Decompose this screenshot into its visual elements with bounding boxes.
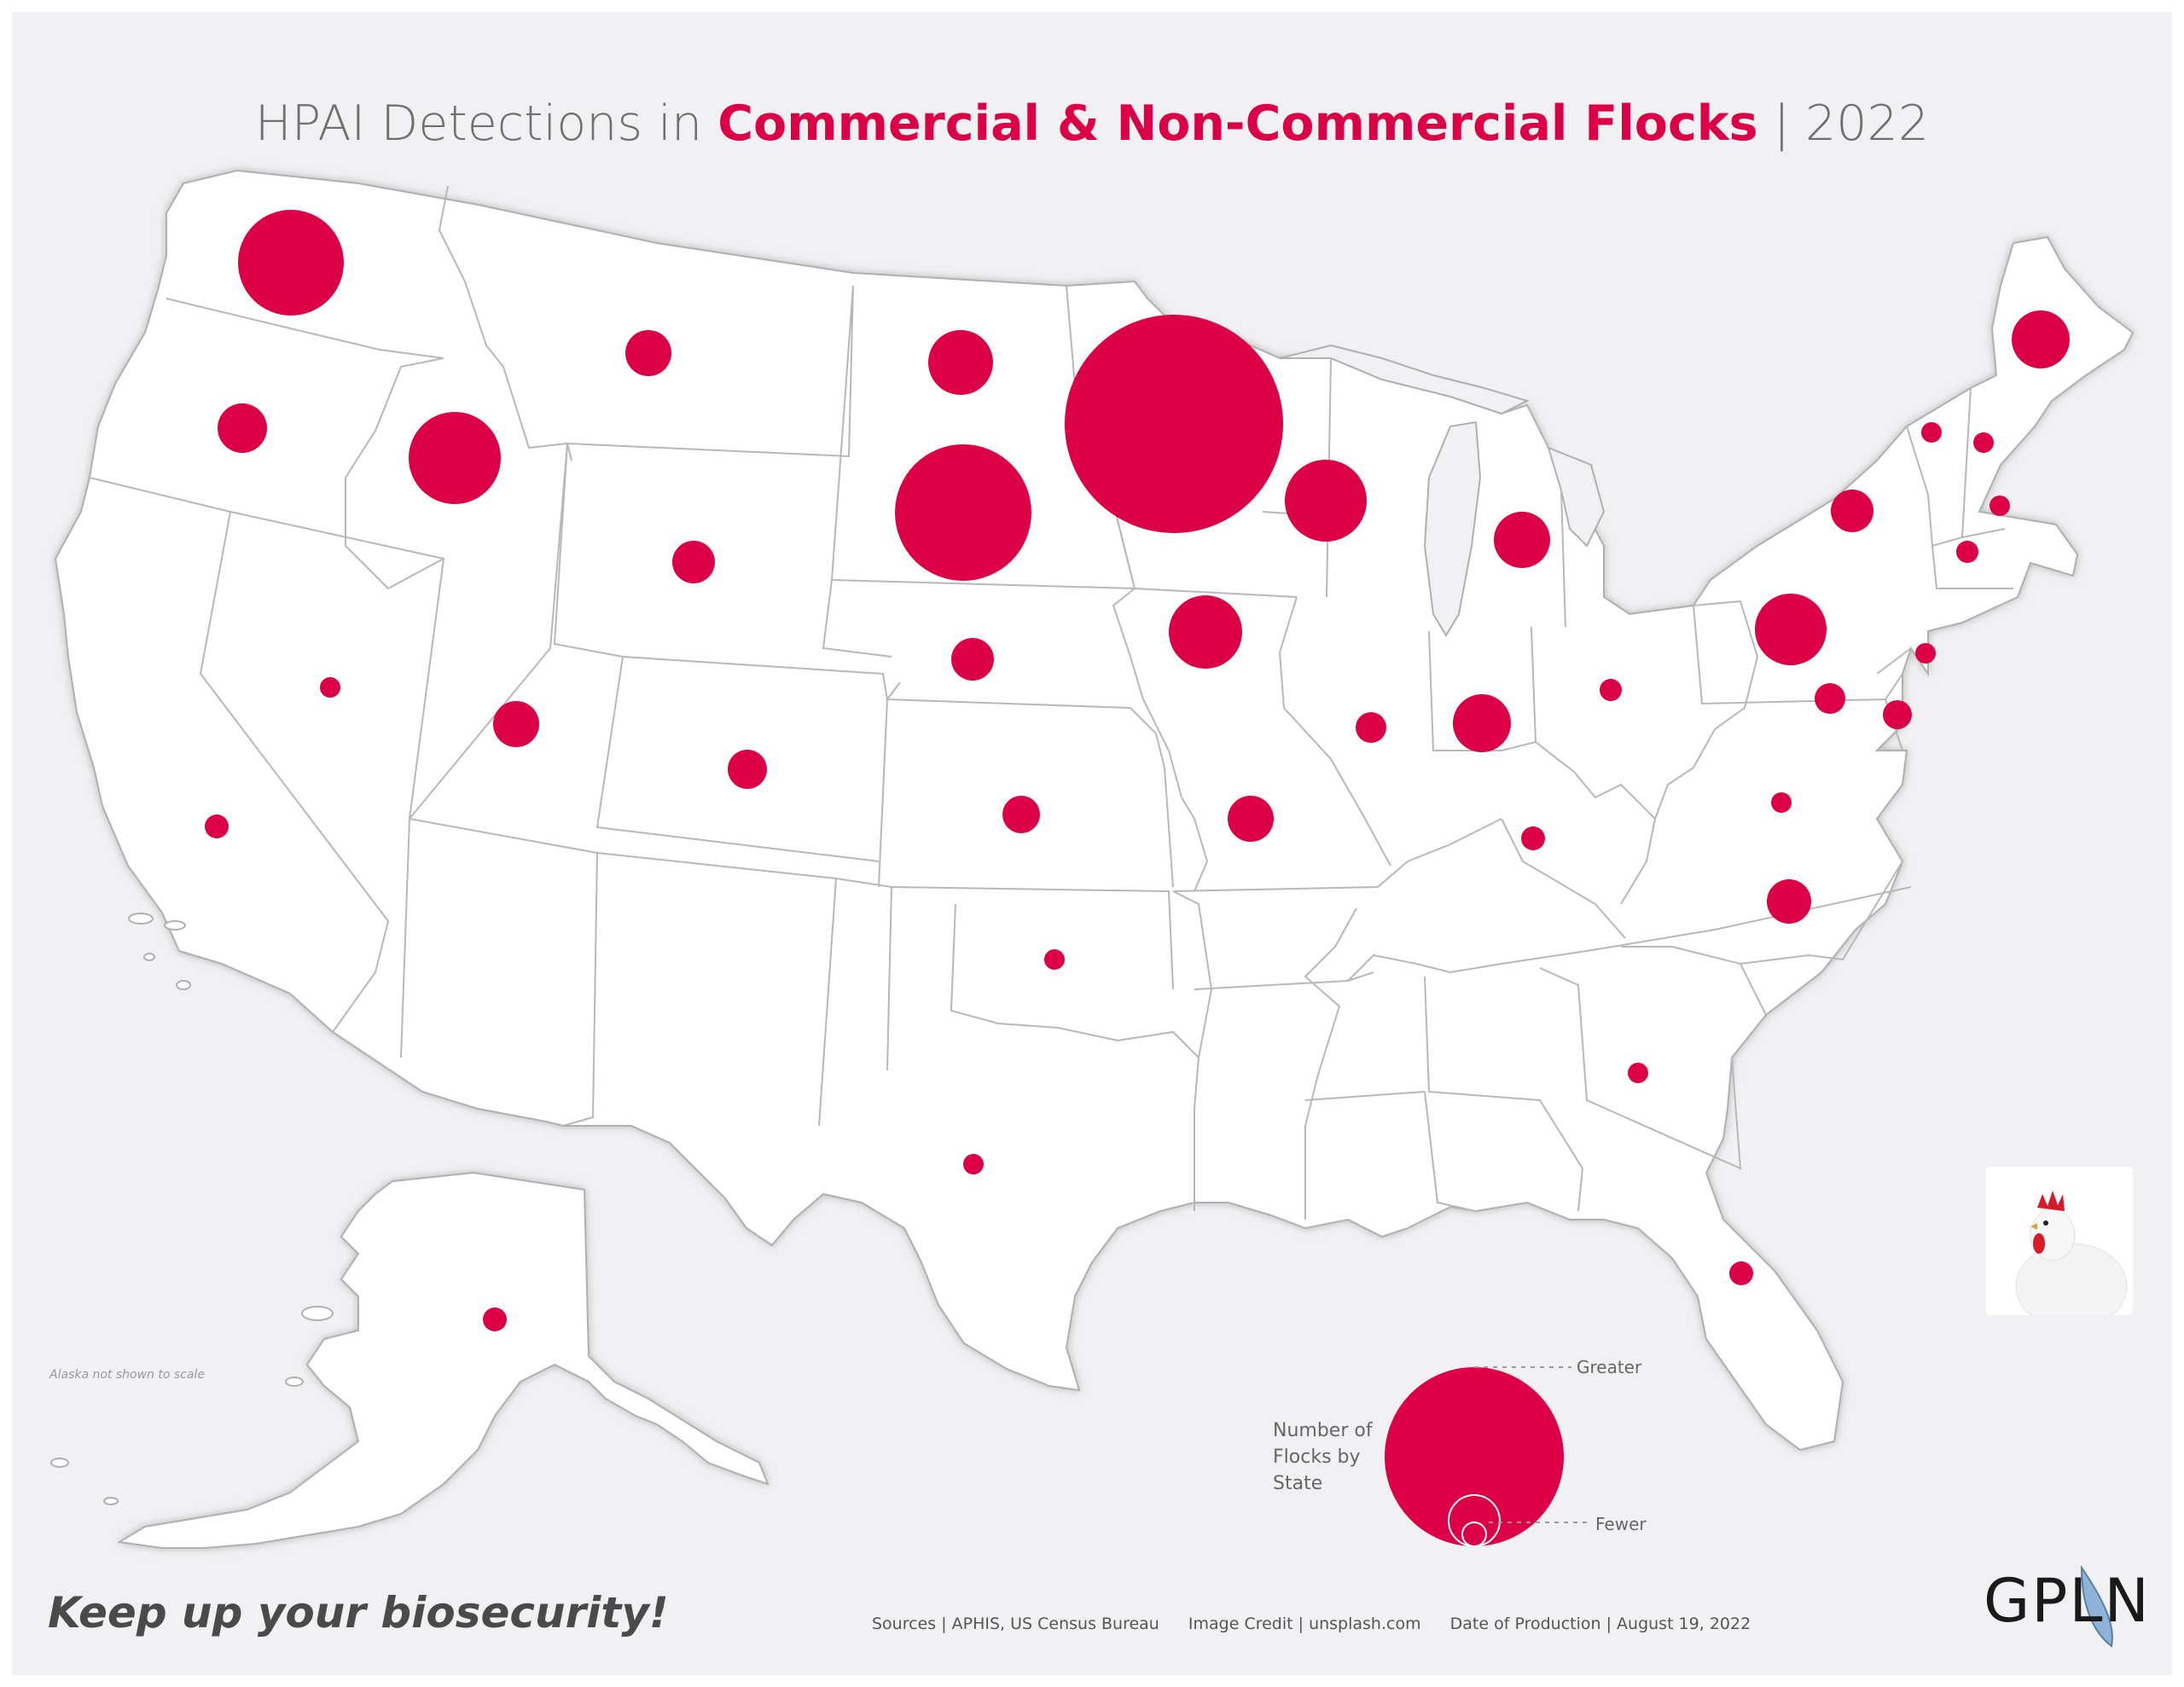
footer-sources: Sources | APHIS, US Census Bureau: [872, 1615, 1159, 1633]
lake-michigan: [1423, 420, 1482, 637]
legend-greater-label: Greater: [1577, 1357, 1642, 1377]
marker-utah: [493, 701, 539, 747]
marker-kentucky: [1521, 826, 1545, 850]
state-borders: [89, 185, 2013, 1220]
marker-indiana: [1453, 694, 1511, 752]
tagline: Keep up your biosecurity!: [48, 1588, 669, 1638]
legend-circle-small: [1461, 1522, 1487, 1547]
marker-wyoming: [672, 541, 715, 583]
marker-georgia: [1628, 1063, 1648, 1083]
marker-michigan: [1494, 512, 1550, 568]
marker-washington: [238, 210, 344, 316]
alaska-outline: [117, 1171, 770, 1549]
marker-south-dakota: [895, 444, 1031, 581]
title-highlight: Commercial & Non-Commercial Flocks: [717, 96, 1758, 152]
map-title: HPAI Detections in Commercial & Non-Comm…: [0, 96, 2184, 152]
marker-alaska: [483, 1307, 507, 1331]
flock-markers: [205, 210, 2070, 1331]
marker-illinois: [1356, 712, 1386, 743]
marker-texas: [963, 1154, 984, 1174]
marker-maryland: [1815, 683, 1845, 714]
marker-oklahoma: [1044, 949, 1065, 970]
marker-nevada: [320, 677, 340, 698]
marker-idaho: [409, 412, 501, 504]
marker-minnesota: [1065, 315, 1283, 533]
marker-virginia: [1771, 792, 1792, 813]
lake-superior: [1279, 344, 1530, 415]
lower48-outline: [54, 169, 2135, 1452]
size-legend: [1385, 1366, 1590, 1547]
marker-wisconsin: [1285, 460, 1367, 542]
marker-delaware: [1883, 700, 1912, 729]
marker-missouri: [1228, 796, 1274, 842]
marker-nebraska: [951, 638, 994, 681]
title-suffix: | 2022: [1757, 96, 1930, 152]
feather-icon: [2080, 1564, 2113, 1648]
marker-new-york: [1831, 490, 1873, 532]
marker-new-hampshire: [1973, 432, 1994, 453]
legend-circle-large: [1385, 1367, 1564, 1546]
legend-fewer-label: Fewer: [1595, 1514, 1647, 1534]
footer-date: Date of Production | August 19, 2022: [1449, 1615, 1751, 1633]
marker-connecticut: [1956, 541, 1978, 563]
marker-new-jersey: [1915, 643, 1936, 664]
channel-islands: [128, 913, 191, 990]
chicken-photo: [1986, 1167, 2133, 1330]
marker-colorado: [728, 750, 767, 789]
marker-oregon: [218, 403, 267, 453]
marker-pennsylvania: [1755, 594, 1827, 665]
title-prefix: HPAI Detections in: [254, 96, 718, 152]
marker-california: [205, 815, 229, 838]
marker-maine: [2012, 310, 2070, 368]
marker-massachusetts: [1989, 496, 2010, 516]
footer: Sources | APHIS, US Census Bureau Image …: [872, 1615, 1774, 1633]
gpln-logo: GPLN: [1984, 1566, 2151, 1636]
marker-montana: [625, 330, 671, 376]
marker-north-dakota: [928, 330, 993, 395]
marker-ohio: [1600, 679, 1622, 701]
footer-image-credit: Image Credit | unsplash.com: [1188, 1615, 1421, 1633]
marker-kansas: [1002, 796, 1040, 833]
alaska-islands: [50, 1306, 334, 1505]
legend-title: Number of Flocks by State: [1273, 1420, 1373, 1494]
marker-florida: [1729, 1261, 1753, 1285]
alaska-scale-note: Alaska not shown to scale: [49, 1368, 205, 1382]
marker-iowa: [1169, 595, 1242, 669]
chicken-icon: [2015, 1191, 2128, 1330]
marker-vermont: [1921, 422, 1942, 443]
marker-north-carolina: [1767, 879, 1811, 924]
